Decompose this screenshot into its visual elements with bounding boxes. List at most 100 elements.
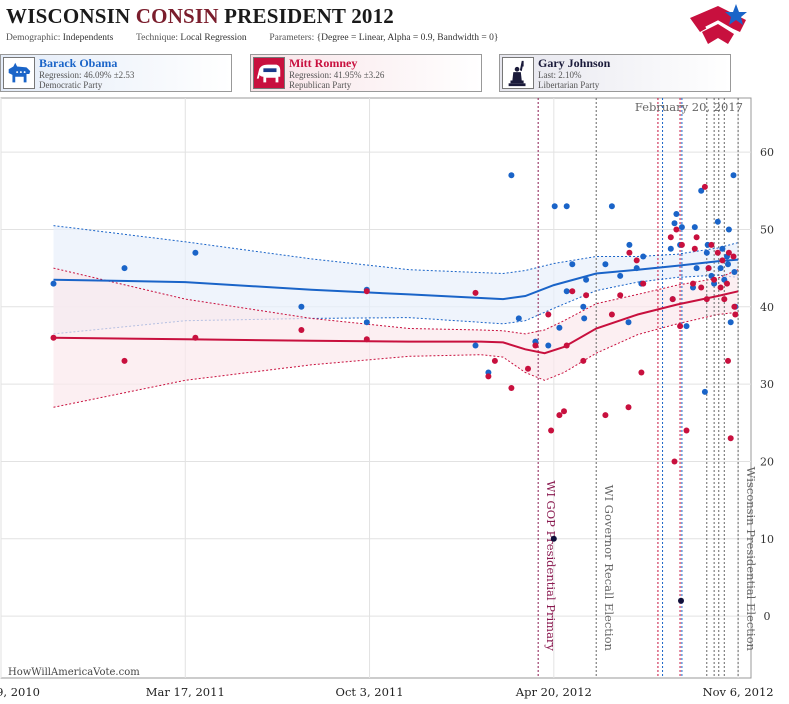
candidate-name: Barack Obama [39, 56, 118, 70]
obama-poll-point [725, 226, 732, 233]
romney-poll-point [671, 458, 678, 465]
header: WISCONSIN CONSIN PRESIDENT 2012 Demograp… [0, 0, 789, 52]
romney-poll-point [583, 292, 590, 299]
romney-poll-point [725, 357, 731, 364]
obama-poll-point [472, 342, 479, 349]
candidate-bar: Barack Obama Regression: 46.09% ±2.53 De… [0, 54, 789, 94]
obama-poll-point [508, 172, 515, 179]
page-title: WISCONSIN CONSIN PRESIDENT 2012 [6, 4, 394, 29]
obama-poll-point [693, 265, 700, 272]
romney-poll-point [730, 253, 737, 260]
romney-poll-point [690, 280, 696, 287]
romney-poll-point [548, 427, 555, 434]
romney-poll-point [485, 373, 492, 380]
romney-poll-point [691, 245, 698, 252]
romney-poll-point [719, 257, 726, 264]
romney-poll-point [363, 288, 370, 295]
y-tick-label: 60 [760, 146, 774, 159]
event-label: WI GOP Presidential Primary [544, 481, 558, 652]
obama-poll-point [608, 203, 615, 210]
y-tick-label: 30 [760, 378, 774, 391]
obama-poll-point [551, 203, 558, 210]
romney-poll-point [561, 408, 567, 415]
obama-poll-point [698, 187, 705, 194]
romney-poll-point [192, 334, 199, 341]
title-consin: CONSIN [135, 4, 225, 28]
romney-poll-point [705, 265, 712, 272]
obama-poll-point [727, 319, 734, 326]
technique-value[interactable]: Local Regression [180, 33, 247, 43]
y-tick-label: 50 [760, 223, 774, 236]
obama-poll-point [714, 218, 721, 225]
candidate-last: Last: 2.10% [538, 70, 582, 80]
demographic-value[interactable]: Independents [62, 33, 114, 43]
obama-poll-point [569, 261, 576, 268]
obama-poll-point [617, 272, 624, 279]
obama-poll-point [633, 265, 640, 272]
obama-poll-point [683, 323, 690, 330]
romney-poll-point [725, 249, 732, 256]
donkey-icon [3, 57, 35, 89]
romney-poll-point [563, 342, 570, 349]
obama-poll-point [640, 253, 647, 260]
romney-poll-point [698, 284, 705, 291]
romney-poll-point [708, 241, 715, 248]
confidence-band [53, 268, 739, 408]
obama-poll-point [691, 224, 698, 231]
romney-poll-point [724, 280, 730, 287]
candidate-card-romney[interactable]: Mitt Romney Regression: 41.95% ±3.26 Rep… [250, 54, 482, 92]
obama-poll-point [515, 315, 522, 322]
candidate-name: Gary Johnson [538, 56, 611, 70]
obama-poll-point [701, 388, 708, 395]
obama-poll-point [545, 342, 552, 349]
obama-poll-point [625, 319, 632, 326]
romney-poll-point [714, 249, 721, 256]
romney-poll-point [683, 427, 690, 434]
romney-poll-point [508, 385, 515, 391]
obama-poll-point [703, 249, 710, 256]
romney-poll-point [721, 296, 728, 303]
title-state: WISCONSIN [6, 4, 136, 28]
y-tick-label: 10 [760, 533, 774, 546]
parameters-value[interactable]: {Degree = Linear, Alpha = 0.9, Bandwidth… [316, 33, 499, 43]
demographic-label: Demographic: [6, 33, 61, 43]
x-tick-label: Oct 3, 2011 [336, 685, 404, 699]
chart-area: Aug 29, 2010 Mar 17, 2011 Oct 3, 2011 Apr 2… [0, 96, 789, 704]
event-label: Wisconsin Presidential Election [744, 467, 758, 652]
parameters-label: Parameters: [269, 33, 315, 43]
obama-poll-point [563, 203, 570, 210]
chart-date-label: February 20, 2017 [635, 100, 743, 114]
romney-poll-point [608, 311, 615, 318]
romney-poll-point [711, 276, 718, 283]
obama-poll-point [731, 269, 738, 275]
candidate-party: Democratic Party [39, 80, 103, 90]
romney-poll-point [525, 365, 531, 372]
x-tick-label: Nov 6, 2012 [703, 685, 774, 699]
romney-regression-line [53, 290, 739, 355]
title-race: PRESIDENT 2012 [224, 4, 395, 28]
romney-poll-point [703, 296, 710, 303]
romney-poll-point [50, 334, 57, 341]
candidate-card-johnson[interactable]: Gary Johnson Last: 2.10% Libertarian Par… [499, 54, 731, 92]
obama-poll-point [563, 288, 570, 295]
romney-poll-point [491, 357, 498, 364]
candidate-party: Republican Party [289, 80, 352, 90]
romney-poll-point [633, 257, 640, 264]
obama-poll-point [298, 303, 305, 310]
obama-regression-line [53, 258, 739, 301]
obama-poll-point [192, 249, 199, 256]
obama-poll-point [363, 319, 370, 326]
site-logo-icon[interactable] [688, 2, 748, 50]
candidate-card-obama[interactable]: Barack Obama Regression: 46.09% ±2.53 De… [0, 54, 232, 92]
obama-poll-point [717, 265, 724, 272]
romney-poll-point [545, 311, 552, 318]
regression-chart: Aug 29, 2010 Mar 17, 2011 Oct 3, 2011 Apr 2… [0, 97, 774, 699]
obama-poll-point [725, 261, 731, 268]
romney-poll-point [673, 226, 680, 233]
x-tick-label: Apr 20, 2012 [515, 685, 592, 699]
romney-poll-point [667, 234, 674, 241]
liberty-statue-icon [502, 57, 534, 89]
romney-poll-point [669, 296, 676, 303]
romney-poll-point [121, 357, 128, 364]
obama-poll-point [730, 172, 737, 179]
